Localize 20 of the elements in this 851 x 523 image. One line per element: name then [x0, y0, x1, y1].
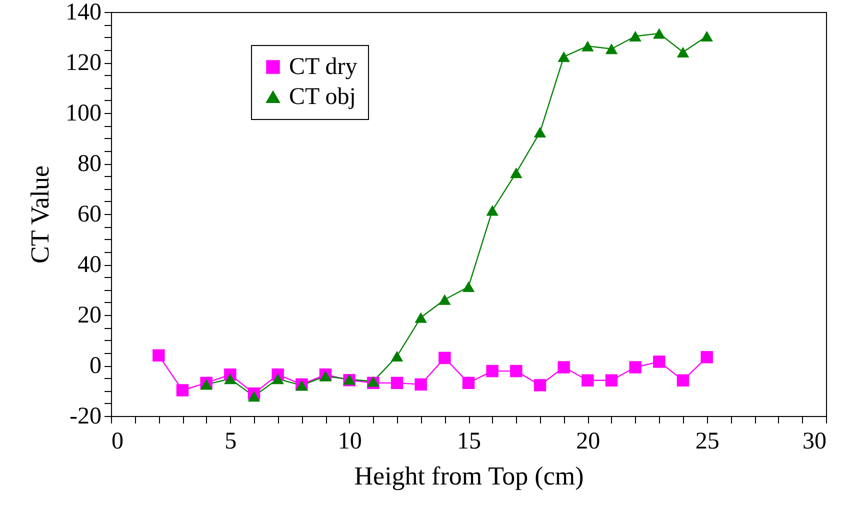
x-tick-label: 20 — [576, 428, 600, 454]
y-tick-label: 40 — [78, 252, 102, 278]
x-tick-label: 15 — [457, 428, 481, 454]
y-tick-label: 0 — [90, 353, 102, 379]
x-tick-label: 5 — [224, 428, 237, 454]
legend-label: CT obj — [289, 84, 356, 110]
legend-label: CT dry — [289, 54, 358, 80]
x-tick-label: 0 — [112, 428, 124, 454]
y-tick-label: 100 — [66, 100, 102, 126]
x-axis-title: Height from Top (cm) — [354, 462, 584, 490]
x-tick-label: 25 — [695, 428, 720, 454]
y-axis-title: CT Value — [26, 166, 54, 264]
y-tick-label: 20 — [78, 302, 102, 328]
y-tick-label: -20 — [70, 404, 102, 430]
x-tick-label: 30 — [802, 428, 826, 454]
y-tick-label: 120 — [66, 50, 102, 76]
y-tick-label: 80 — [78, 151, 102, 177]
y-tick-label: 60 — [78, 202, 102, 228]
y-tick-label: 140 — [66, 0, 102, 26]
x-tick-label: 10 — [338, 428, 362, 454]
